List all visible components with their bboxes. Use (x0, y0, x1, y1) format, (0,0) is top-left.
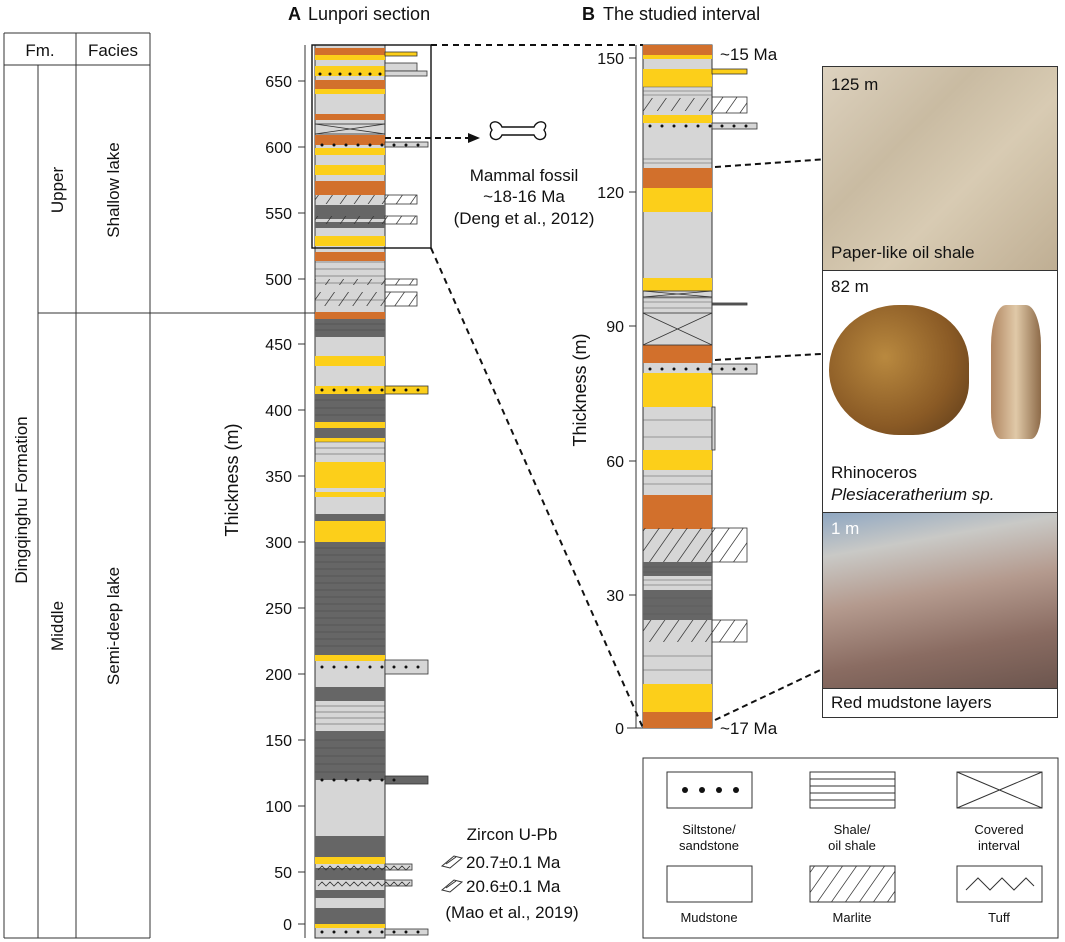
fossil-bone-side-image (991, 305, 1041, 439)
a-tick: 150 (265, 733, 292, 750)
photo-rhinoceros: 82 m Rhinoceros Plesiaceratherium sp. (822, 270, 1058, 514)
section-b-axis-label: Thickness (m) (570, 333, 590, 446)
b-tick: 150 (597, 51, 624, 68)
heading-b-title: The studied interval (603, 4, 760, 24)
legend-tuff-swatch (956, 865, 1043, 903)
a-tick: 550 (265, 206, 292, 223)
section-b-axis (627, 45, 643, 729)
photo-depth: 82 m (831, 277, 869, 296)
legend-swatches (666, 771, 1043, 903)
fossil-label-line2: ~18-16 Ma (483, 187, 565, 206)
heading-b-letter: B (582, 4, 595, 24)
facies-upper-label: Shallow lake (104, 142, 123, 237)
b-tick: 90 (606, 319, 624, 336)
formation-label: Dingqinghu Formation (12, 416, 31, 583)
section-a-column (311, 44, 432, 939)
member-middle-label: Middle (48, 601, 67, 651)
section-a-dots (318, 72, 420, 934)
col-fm-header: Fm. (25, 41, 54, 60)
photo-caption: Paper-like oil shale (831, 243, 975, 262)
a-tick: 650 (265, 74, 292, 91)
col-facies-header: Facies (88, 41, 138, 60)
section-a-axis-label: Thickness (m) (222, 423, 242, 536)
fossil-bone-image (829, 305, 969, 435)
legend-shale-swatch (809, 771, 896, 809)
photo-depth: 125 m (831, 75, 879, 94)
a-tick: 300 (265, 535, 292, 552)
legend-tuff-label: Tuff (988, 910, 1010, 925)
legend-marlite-swatch (809, 865, 896, 903)
heading-a-title: Lunpori section (308, 4, 430, 24)
b-tick: 0 (615, 721, 624, 738)
fossil-label-line1: Mammal fossil (470, 166, 579, 185)
photo-oil-shale: 125 m Paper-like oil shale (822, 66, 1058, 272)
heading-a-letter: A (288, 4, 301, 24)
b-tick: 60 (606, 454, 624, 471)
photo-caption: Red mudstone layers (823, 688, 1057, 717)
a-tick: 400 (265, 403, 292, 420)
section-a-protrusions (384, 51, 429, 936)
section-a-layers (315, 48, 385, 928)
a-tick: 0 (283, 917, 292, 934)
legend-mudstone-swatch (666, 865, 753, 903)
legend-covered-label: Covered interval (974, 822, 1024, 853)
photo-depth: 1 m (831, 519, 860, 538)
section-b-column (642, 44, 758, 729)
section-a-axis (298, 45, 306, 938)
zircon-ref: (Mao et al., 2019) (445, 903, 578, 922)
age-bottom-label: ~17 Ma (720, 719, 778, 738)
b-tick: 120 (597, 185, 624, 202)
age-top-label: ~15 Ma (720, 45, 778, 64)
a-tick: 600 (265, 140, 292, 157)
a-tick: 500 (265, 272, 292, 289)
photo-caption-line1: Rhinoceros (831, 463, 917, 482)
fossil-label-line3: (Deng et al., 2012) (454, 209, 595, 228)
photo-caption-line2: Plesiaceratherium sp. (831, 485, 995, 504)
legend-siltstone-swatch (666, 771, 753, 809)
member-upper-label: Upper (48, 167, 67, 214)
a-tick: 200 (265, 667, 292, 684)
bone-icon (489, 121, 547, 141)
a-tick: 450 (265, 337, 292, 354)
a-tick: 50 (274, 865, 292, 882)
studied-interval-box (311, 44, 432, 249)
section-a-tick-labels: 0 50 100 150 200 250 300 350 400 450 500… (265, 74, 292, 934)
legend-mudstone-label: Mudstone (680, 910, 738, 925)
legend-shale-label: Shale/oil shale (828, 822, 876, 853)
legend-siltstone-label: Siltstone/sandstone (679, 822, 739, 853)
strat-table (3, 32, 315, 939)
zircon-icon (440, 855, 464, 893)
facies-middle-label: Semi-deep lake (104, 567, 123, 685)
a-tick: 100 (265, 799, 292, 816)
a-tick: 350 (265, 469, 292, 486)
zircon-age-1: 20.7±0.1 Ma (466, 853, 561, 872)
b-tick: 30 (606, 588, 624, 605)
zircon-title: Zircon U-Pb (467, 825, 558, 844)
legend-marlite-label: Marlite (832, 910, 872, 925)
a-tick: 250 (265, 601, 292, 618)
photo-red-mudstone: 1 m Red mudstone layers (822, 512, 1058, 718)
zircon-age-2: 20.6±0.1 Ma (466, 877, 561, 896)
